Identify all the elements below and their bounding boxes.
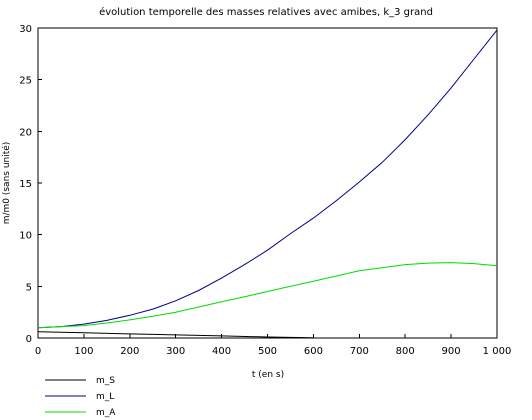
y-tick-label: 20 (19, 127, 32, 138)
x-tick-label: 400 (212, 346, 231, 357)
legend-label: m_A (96, 408, 116, 418)
x-tick-label: 700 (350, 346, 369, 357)
x-tick-label: 600 (304, 346, 323, 357)
x-tick-label: 100 (74, 346, 93, 357)
y-axis-label: m/m0 (sans unité) (1, 142, 12, 225)
y-tick-label: 10 (19, 231, 32, 242)
chart-title: évolution temporelle des masses relative… (99, 6, 433, 18)
series-line-m-a (37, 262, 498, 329)
y-tick-label: 0 (26, 334, 32, 345)
legend-label: m_L (96, 392, 114, 402)
x-tick-label: 900 (442, 346, 461, 357)
x-tick-label: 300 (166, 346, 185, 357)
x-tick-label: 1 000 (483, 346, 512, 357)
y-tick-label: 15 (19, 179, 32, 190)
y-tick-label: 5 (26, 282, 32, 293)
legend: m_S m_L m_A (45, 376, 116, 418)
x-tick-label: 200 (120, 346, 139, 357)
x-tick-label: 0 (35, 346, 41, 357)
x-tick-label: 500 (258, 346, 277, 357)
axes: 0 100 200 300 400 500 600 700 800 900 1 000 0 5 10 15 2… (19, 24, 511, 357)
series-layer (37, 29, 498, 339)
x-axis-label: t (en s) (252, 370, 284, 380)
legend-label: m_S (96, 376, 115, 386)
x-tick-label: 800 (396, 346, 415, 357)
y-tick-label: 25 (19, 76, 32, 87)
y-tick-label: 30 (19, 24, 32, 35)
series-line-m-l (37, 29, 498, 329)
